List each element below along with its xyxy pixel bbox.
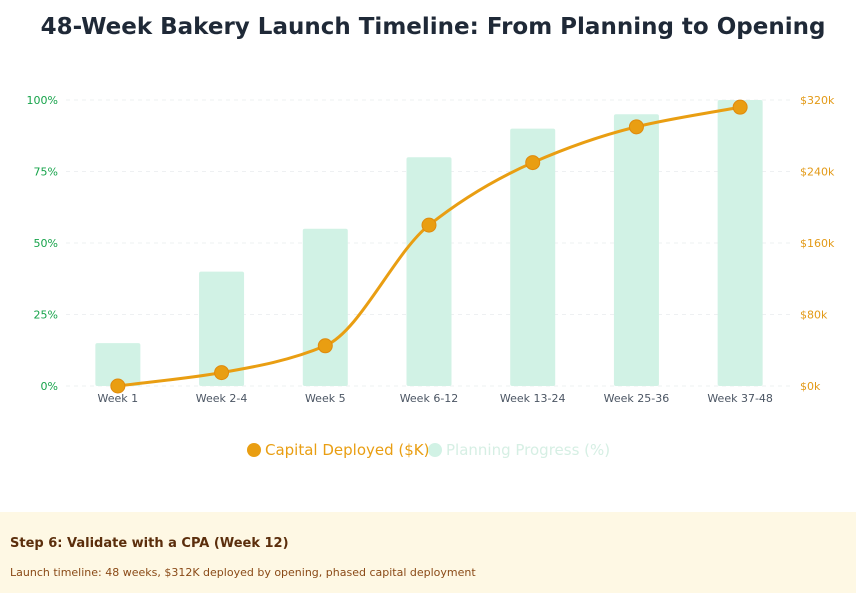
y-left-tick-label: 25%: [34, 309, 58, 322]
capital-point: [317, 338, 333, 354]
progress-bar: [95, 343, 141, 386]
x-tick-label: Week 5: [305, 392, 346, 405]
progress-bar: [717, 100, 763, 386]
progress-bar: [613, 114, 659, 387]
progress-bar: [406, 157, 452, 386]
bars: [95, 100, 763, 387]
legend-label-capital: Capital Deployed ($K): [265, 441, 430, 459]
capital-point: [110, 378, 126, 394]
y-right-tick-label: $160k: [800, 237, 835, 250]
x-tick-label: Week 1: [98, 392, 139, 405]
x-tick-label: Week 37-48: [707, 392, 773, 405]
progress-bar: [199, 271, 245, 386]
y-right-tick-label: $80k: [800, 309, 828, 322]
capital-point: [732, 99, 748, 115]
y-left-tick-label: 0%: [41, 380, 58, 393]
y-right-tick-label: $0k: [800, 380, 821, 393]
legend: Capital Deployed ($K) Planning Progress (…: [247, 441, 610, 459]
step-footer: Step 6: Validate with a CPA (Week 12) La…: [0, 512, 856, 593]
y-left-tick-label: 100%: [27, 94, 58, 107]
capital-point: [628, 119, 644, 135]
axes: 0% $0k 25% $80k 50% $160k 75% $240k 100% $320k Wee…: [27, 94, 835, 405]
x-tick-label: Week 2-4: [196, 392, 248, 405]
y-right-tick-label: $240k: [800, 166, 835, 179]
legend-swatch-capital: [247, 443, 261, 457]
x-tick-label: Week 25-36: [604, 392, 670, 405]
progress-bar: [302, 228, 348, 386]
step-title: Step 6: Validate with a CPA (Week 12): [10, 536, 289, 551]
capital-point: [214, 365, 230, 381]
chart: 48-Week Bakery Launch Timeline: From Pla…: [27, 14, 835, 459]
progress-bar: [510, 128, 556, 386]
capital-point: [421, 217, 437, 233]
y-left-tick-label: 50%: [34, 237, 58, 250]
y-left-tick-label: 75%: [34, 166, 58, 179]
chart-title: 48-Week Bakery Launch Timeline: From Pla…: [41, 14, 826, 40]
legend-label-progress: Planning Progress (%): [446, 441, 610, 459]
y-right-tick-label: $320k: [800, 94, 835, 107]
capital-point: [525, 155, 541, 171]
x-tick-label: Week 13-24: [500, 392, 566, 405]
capital-line: [110, 99, 748, 394]
step-subtitle: Launch timeline: 48 weeks, $312K deploye…: [10, 566, 476, 579]
x-tick-label: Week 6-12: [400, 392, 459, 405]
legend-swatch-progress: [428, 443, 442, 457]
